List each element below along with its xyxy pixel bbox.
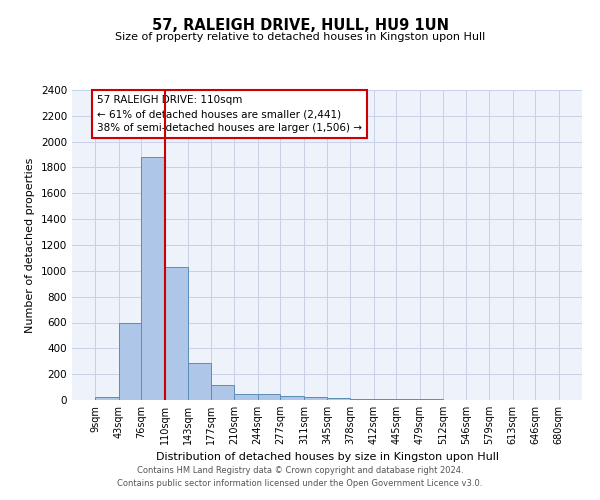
Text: Contains HM Land Registry data © Crown copyright and database right 2024.
Contai: Contains HM Land Registry data © Crown c… bbox=[118, 466, 482, 487]
Bar bbox=[188, 363, 211, 400]
Bar bbox=[165, 267, 188, 400]
Y-axis label: Number of detached properties: Number of detached properties bbox=[25, 158, 35, 332]
Bar bbox=[304, 398, 328, 400]
Bar bbox=[350, 398, 374, 400]
Text: Distribution of detached houses by size in Kingston upon Hull: Distribution of detached houses by size … bbox=[155, 452, 499, 462]
Text: 57 RALEIGH DRIVE: 110sqm
← 61% of detached houses are smaller (2,441)
38% of sem: 57 RALEIGH DRIVE: 110sqm ← 61% of detach… bbox=[97, 95, 362, 133]
Bar bbox=[95, 398, 119, 400]
Bar bbox=[234, 394, 257, 400]
Bar bbox=[280, 396, 304, 400]
Bar bbox=[119, 322, 142, 400]
Bar bbox=[374, 399, 397, 400]
Bar bbox=[211, 384, 234, 400]
Bar bbox=[257, 394, 280, 400]
Bar bbox=[142, 157, 165, 400]
Text: Size of property relative to detached houses in Kingston upon Hull: Size of property relative to detached ho… bbox=[115, 32, 485, 42]
Bar bbox=[328, 398, 350, 400]
Text: 57, RALEIGH DRIVE, HULL, HU9 1UN: 57, RALEIGH DRIVE, HULL, HU9 1UN bbox=[151, 18, 449, 32]
